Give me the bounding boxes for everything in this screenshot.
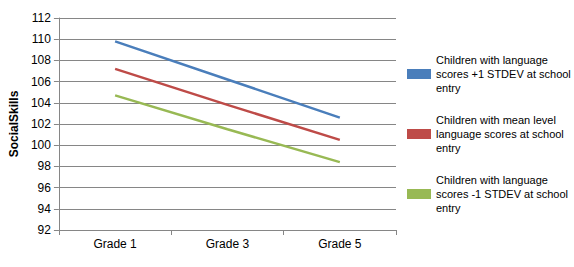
svg-text:94: 94 — [38, 202, 52, 216]
svg-text:Grade 1: Grade 1 — [93, 237, 137, 251]
svg-text:Children with language: Children with language — [436, 54, 551, 66]
svg-text:entry: entry — [436, 142, 461, 154]
svg-text:entry: entry — [436, 82, 461, 94]
svg-text:92: 92 — [38, 223, 52, 237]
svg-text:108: 108 — [31, 53, 51, 67]
svg-text:Grade 5: Grade 5 — [318, 237, 362, 251]
svg-text:Grade 3: Grade 3 — [206, 237, 250, 251]
svg-text:100: 100 — [31, 138, 51, 152]
svg-text:104: 104 — [31, 96, 51, 110]
svg-text:SocialSkills: SocialSkills — [7, 90, 21, 157]
svg-text:scores -1 STDEV at school: scores -1 STDEV at school — [436, 188, 571, 200]
svg-text:102: 102 — [31, 117, 51, 131]
svg-text:96: 96 — [38, 181, 52, 195]
svg-text:106: 106 — [31, 75, 51, 89]
svg-text:110: 110 — [32, 32, 51, 46]
svg-text:98: 98 — [38, 159, 52, 173]
svg-text:Children with language: Children with language — [436, 174, 551, 186]
svg-text:entry: entry — [436, 202, 461, 214]
svg-text:112: 112 — [32, 11, 51, 25]
svg-text:Children with mean level: Children with mean level — [436, 114, 559, 126]
svg-text:scores +1 STDEV at school: scores +1 STDEV at school — [436, 68, 574, 80]
svg-text:language scores at school: language scores at school — [436, 128, 567, 140]
